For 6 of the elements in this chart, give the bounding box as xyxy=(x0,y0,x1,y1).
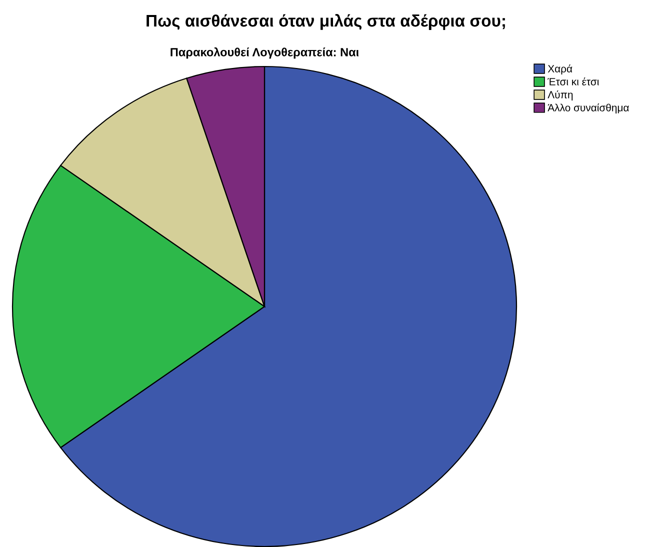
chart-title: Πως αισθάνεσαι όταν μιλάς στα αδέρφια σου; xyxy=(146,14,505,30)
legend-label: Χαρά xyxy=(548,64,572,74)
legend-label: Άλλο συναίσθημα xyxy=(548,103,629,114)
legend-label: Λύπη xyxy=(548,90,573,100)
legend-label: Έτσι κι έτσι xyxy=(548,77,599,86)
chart-subtitle: Παρακολουθεί Λογοθεραπεία: Ναι xyxy=(170,47,359,59)
